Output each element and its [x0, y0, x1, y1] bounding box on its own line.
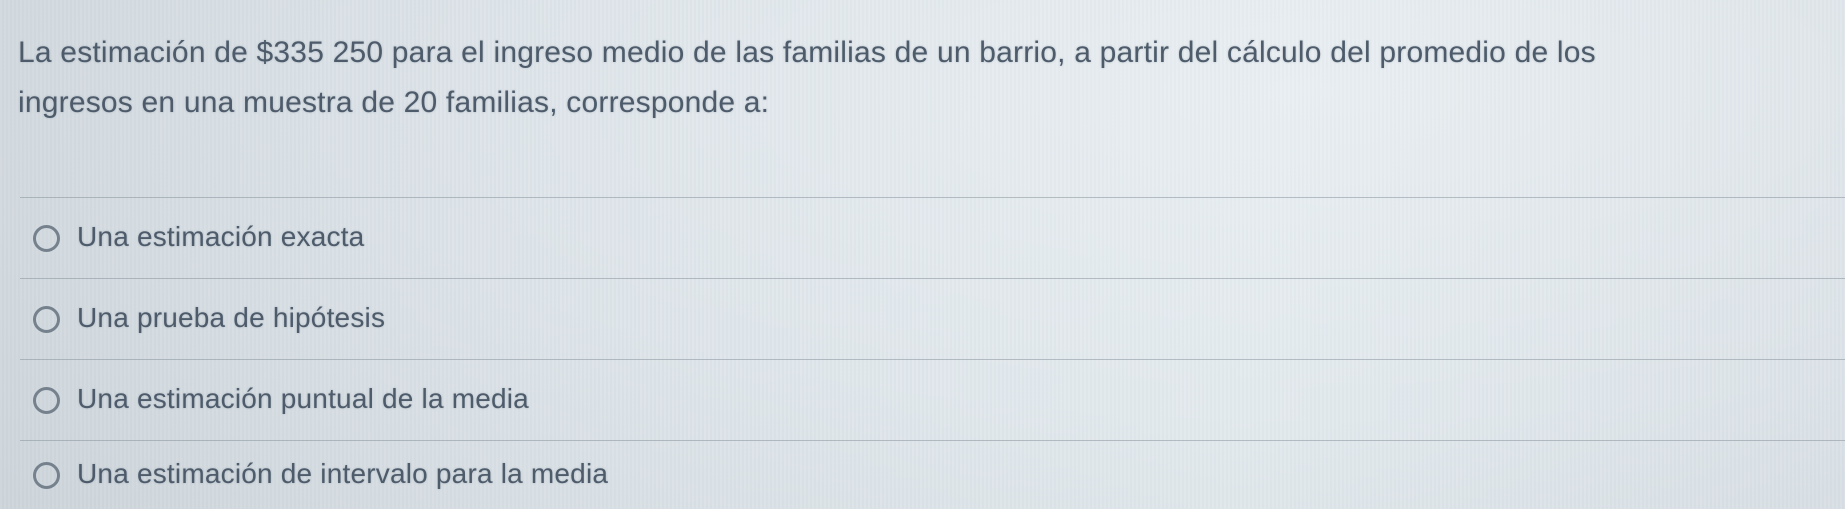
- question-line-2: ingresos en una muestra de 20 familias, …: [18, 86, 770, 119]
- answer-option-3[interactable]: Una estimación puntual de la media: [20, 359, 1845, 440]
- option-label: Una estimación puntual de la media: [77, 383, 529, 414]
- radio-button-icon[interactable]: [33, 224, 60, 252]
- option-label: Una estimación de intervalo para la medi…: [77, 458, 609, 489]
- option-label: Una prueba de hipótesis: [77, 302, 386, 333]
- answer-option-4[interactable]: Una estimación de intervalo para la medi…: [20, 440, 1845, 509]
- question-line-1: La estimación de $335 250 para el ingres…: [18, 36, 1596, 69]
- radio-button-icon[interactable]: [33, 386, 60, 414]
- answer-options-list: Una estimación exacta Una prueba de hipó…: [0, 197, 1845, 509]
- option-label: Una estimación exacta: [77, 221, 365, 252]
- answer-option-1[interactable]: Una estimación exacta: [20, 197, 1845, 278]
- answer-option-2[interactable]: Una prueba de hipótesis: [20, 278, 1845, 359]
- radio-button-icon[interactable]: [33, 461, 60, 489]
- radio-button-icon[interactable]: [33, 305, 60, 333]
- question-text: La estimación de $335 250 para el ingres…: [18, 28, 1833, 128]
